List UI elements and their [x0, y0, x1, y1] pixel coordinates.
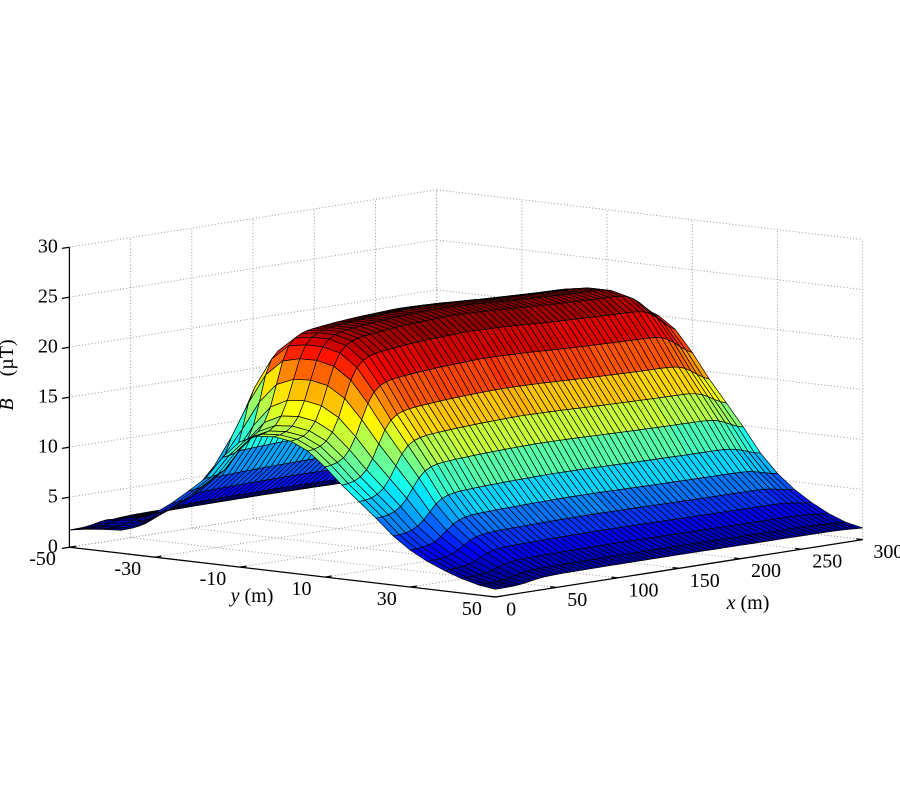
svg-text:50: 50	[462, 598, 482, 620]
svg-text:0: 0	[506, 599, 516, 621]
svg-text:250: 250	[812, 551, 842, 573]
svg-text:-30: -30	[114, 558, 141, 580]
svg-text:100: 100	[629, 579, 659, 601]
svg-text:50: 50	[567, 589, 587, 611]
svg-text:10: 10	[292, 578, 312, 600]
svg-text:150: 150	[690, 570, 720, 592]
svg-text:30: 30	[377, 588, 397, 610]
svg-text:B (µT): B (µT)	[0, 339, 18, 410]
svg-text:20: 20	[38, 336, 58, 358]
svg-text:300: 300	[873, 541, 900, 563]
svg-text:30: 30	[38, 236, 58, 258]
svg-text:-50: -50	[29, 548, 56, 570]
svg-text:25: 25	[38, 286, 58, 308]
svg-text:5: 5	[48, 486, 58, 508]
svg-text:0: 0	[48, 536, 58, 558]
svg-text:15: 15	[38, 386, 58, 408]
svg-text:x (m): x (m)	[726, 592, 770, 614]
svg-text:200: 200	[751, 560, 781, 582]
svg-text:10: 10	[38, 436, 58, 458]
svg-text:-10: -10	[200, 568, 227, 590]
svg-text:y (m): y (m)	[229, 585, 274, 607]
